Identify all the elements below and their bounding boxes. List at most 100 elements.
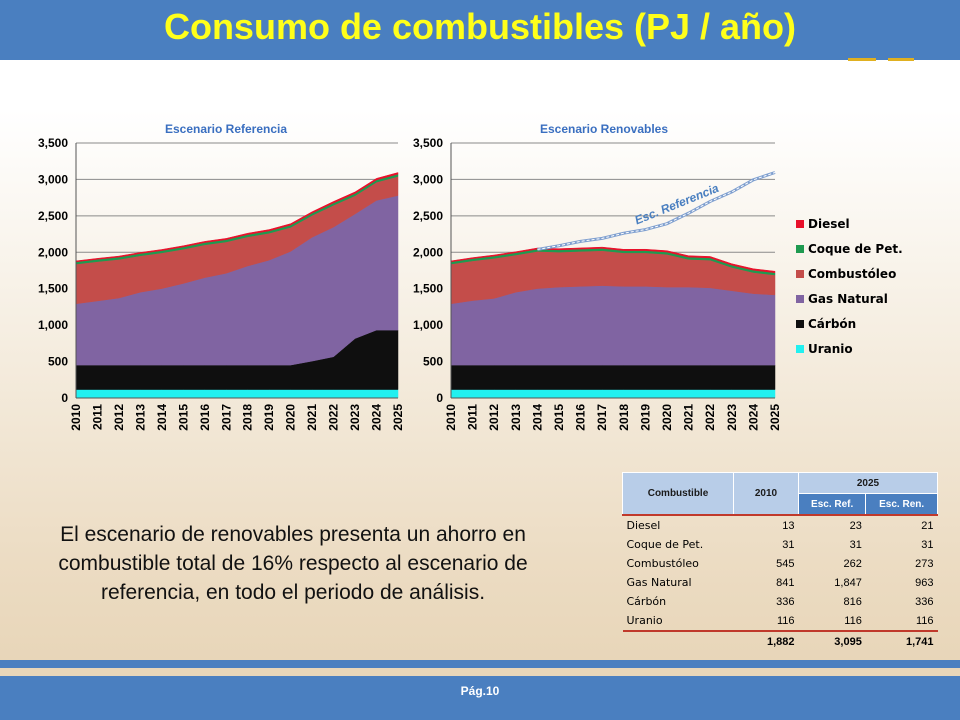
table-row: Combustóleo 545 262 273 [623,554,938,573]
description-text: El escenario de renovables presenta un a… [58,523,528,604]
table-total-ren: 1,741 [865,630,938,651]
table-cell-blank [622,630,734,651]
x-tick-label: 2014 [155,404,169,431]
x-tick-label: 2011 [466,404,480,430]
x-tick-label: 2014 [530,404,544,431]
x-tick-label: 2018 [617,404,631,431]
table-cell-2010: 116 [776,614,795,627]
chart-title: Escenario Referencia [165,122,287,136]
x-tick-label: 2015 [552,404,566,431]
y-tick-label: 500 [423,355,443,369]
table-cell-2010: 13 [733,514,799,535]
table-total-row: 1,882 3,095 1,741 [622,630,938,651]
y-tick-label: 1,000 [413,318,443,332]
y-tick-label: 3,500 [413,136,443,150]
table-cell-name: Gas Natural [626,576,692,589]
x-tick-label: 2025 [768,404,782,431]
legend-label: Uranio [808,342,853,356]
accent-bar-left [848,58,876,61]
legend-swatch [796,245,804,253]
x-tick-label: 2019 [638,404,652,431]
table-row: Uranio 116 116 116 [623,611,938,631]
x-tick-label: 2017 [595,404,609,431]
table-header-2025: 2025 [798,472,938,494]
table-cell-ref: 23 [798,514,866,535]
x-tick-label: 2024 [370,404,384,431]
x-tick-label: 2010 [444,404,458,431]
x-tick-label: 2013 [509,404,523,431]
table-cell-2010: 841 [776,576,795,589]
table-cell-ref: 116 [844,614,862,627]
y-tick-label: 0 [436,391,443,405]
table-cell-name: Cárbón [626,595,667,608]
y-tick-label: 2,500 [413,209,443,223]
x-tick-label: 2013 [133,404,147,431]
legend-swatch [796,270,804,278]
table-row: Coque de Pet. 31 31 31 [623,535,938,554]
area-gas-natural [450,285,776,366]
legend-label: Diesel [808,217,850,231]
table-cell-ref: 816 [843,595,862,608]
chart-title: Escenario Renovables [540,122,668,136]
x-tick-label: 2024 [746,404,760,431]
footer-bar: Pág.10 [0,676,960,720]
table-row: Diesel 13 23 21 [622,514,938,535]
y-tick-label: 2,000 [38,245,68,259]
table-header-esc-ren: Esc. Ren. [865,493,938,516]
table-cell-ref: 262 [843,557,862,570]
x-tick-label: 2018 [241,404,255,431]
x-tick-label: 2012 [487,404,501,431]
fuel-table: Combustible 2010 2025 Esc. Ref. Esc. Ren… [622,472,938,651]
x-tick-label: 2020 [660,404,674,431]
table-cell-name: Diesel [622,514,734,535]
table-total-y2010: 1,882 [733,630,799,651]
x-tick-label: 2023 [348,404,362,431]
area-uranio [450,389,776,399]
y-tick-label: 2,500 [38,209,68,223]
footer-stripe [0,660,960,668]
charts-area: Escenario Referencia 0 500 1,000 1,500 2,000 2… [38,122,903,431]
table-row: Cárbón 336 816 336 [623,592,938,611]
table-cell-ref: 1,847 [834,576,862,589]
x-tick-label: 2019 [262,404,276,431]
area-diesel [75,172,399,263]
x-tick-label: 2015 [176,404,190,431]
reference-line-inner [537,172,776,250]
table-total-ref: 3,095 [798,630,866,651]
table-cell-ren: 116 [915,614,934,627]
table-cell-ren: 273 [915,557,934,570]
x-tick-label: 2010 [69,404,83,431]
legend-label: Gas Natural [808,292,888,306]
table-header-2010: 2010 [733,472,799,516]
x-tick-label: 2012 [112,404,126,431]
table-row: Gas Natural 841 1,847 963 [623,573,938,592]
table-cell-name: Combustóleo [626,557,699,570]
legend-swatch [796,295,804,303]
table-cell-ren: 31 [921,538,934,551]
x-tick-label: 2011 [90,404,104,430]
title-bar: Consumo de combustibles (PJ / año) [0,0,960,60]
table-cell-ren: 21 [865,514,938,535]
x-tick-label: 2016 [574,404,588,431]
y-tick-label: 500 [48,355,68,369]
y-tick-label: 0 [61,391,68,405]
legend-label: Combustóleo [808,267,896,281]
y-tick-label: 3,000 [38,172,68,186]
x-tick-label: 2020 [284,404,298,431]
table-cell-2010: 545 [776,557,795,570]
legend-swatch [796,320,804,328]
y-tick-label: 3,500 [38,136,68,150]
x-tick-label: 2025 [391,404,405,431]
slide-title: Consumo de combustibles (PJ / año) [163,6,797,47]
legend-label: Cárbón [808,317,856,331]
y-tick-label: 1,500 [38,282,68,296]
x-tick-label: 2016 [198,404,212,431]
legend-swatch [796,220,804,228]
page-number: Pág.10 [460,684,500,698]
x-tick-label: 2021 [305,404,319,431]
table-header-esc-ref: Esc. Ref. [797,493,867,516]
table-cell-2010: 336 [776,595,795,608]
x-tick-label: 2022 [327,404,341,431]
area-c-rb-n [450,364,776,390]
area-uranio [75,389,399,399]
